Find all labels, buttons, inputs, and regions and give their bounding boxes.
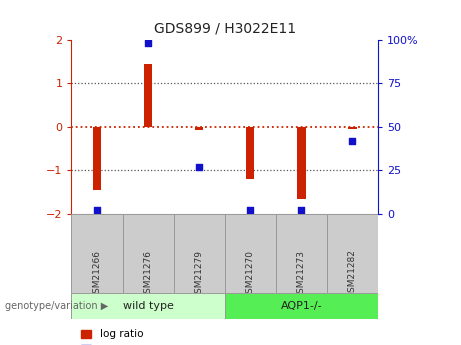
Point — [144, 40, 152, 46]
Point — [298, 208, 305, 213]
Text: GSM21279: GSM21279 — [195, 250, 204, 299]
Bar — [71, 293, 225, 319]
Bar — [174, 214, 225, 293]
Bar — [349, 127, 357, 129]
Point — [247, 208, 254, 213]
Bar — [195, 127, 203, 130]
Bar — [144, 63, 152, 127]
Text: GSM21282: GSM21282 — [348, 250, 357, 298]
Bar — [225, 214, 276, 293]
Text: genotype/variation ▶: genotype/variation ▶ — [5, 301, 108, 311]
Title: GDS899 / H3022E11: GDS899 / H3022E11 — [154, 22, 296, 36]
Legend: log ratio, percentile rank within the sample: log ratio, percentile rank within the sa… — [77, 325, 280, 345]
Bar — [246, 127, 254, 179]
Bar — [225, 293, 378, 319]
Bar — [93, 127, 101, 190]
Bar — [327, 214, 378, 293]
Bar — [297, 127, 306, 199]
Bar — [276, 214, 327, 293]
Text: wild type: wild type — [123, 301, 173, 311]
Point — [93, 208, 100, 213]
Bar — [123, 214, 174, 293]
Text: GSM21276: GSM21276 — [143, 250, 153, 299]
Bar — [71, 214, 123, 293]
Text: AQP1-/-: AQP1-/- — [281, 301, 322, 311]
Point — [349, 138, 356, 144]
Text: GSM21273: GSM21273 — [297, 250, 306, 299]
Text: GSM21266: GSM21266 — [93, 250, 101, 299]
Point — [195, 164, 203, 170]
Text: GSM21270: GSM21270 — [246, 250, 255, 299]
